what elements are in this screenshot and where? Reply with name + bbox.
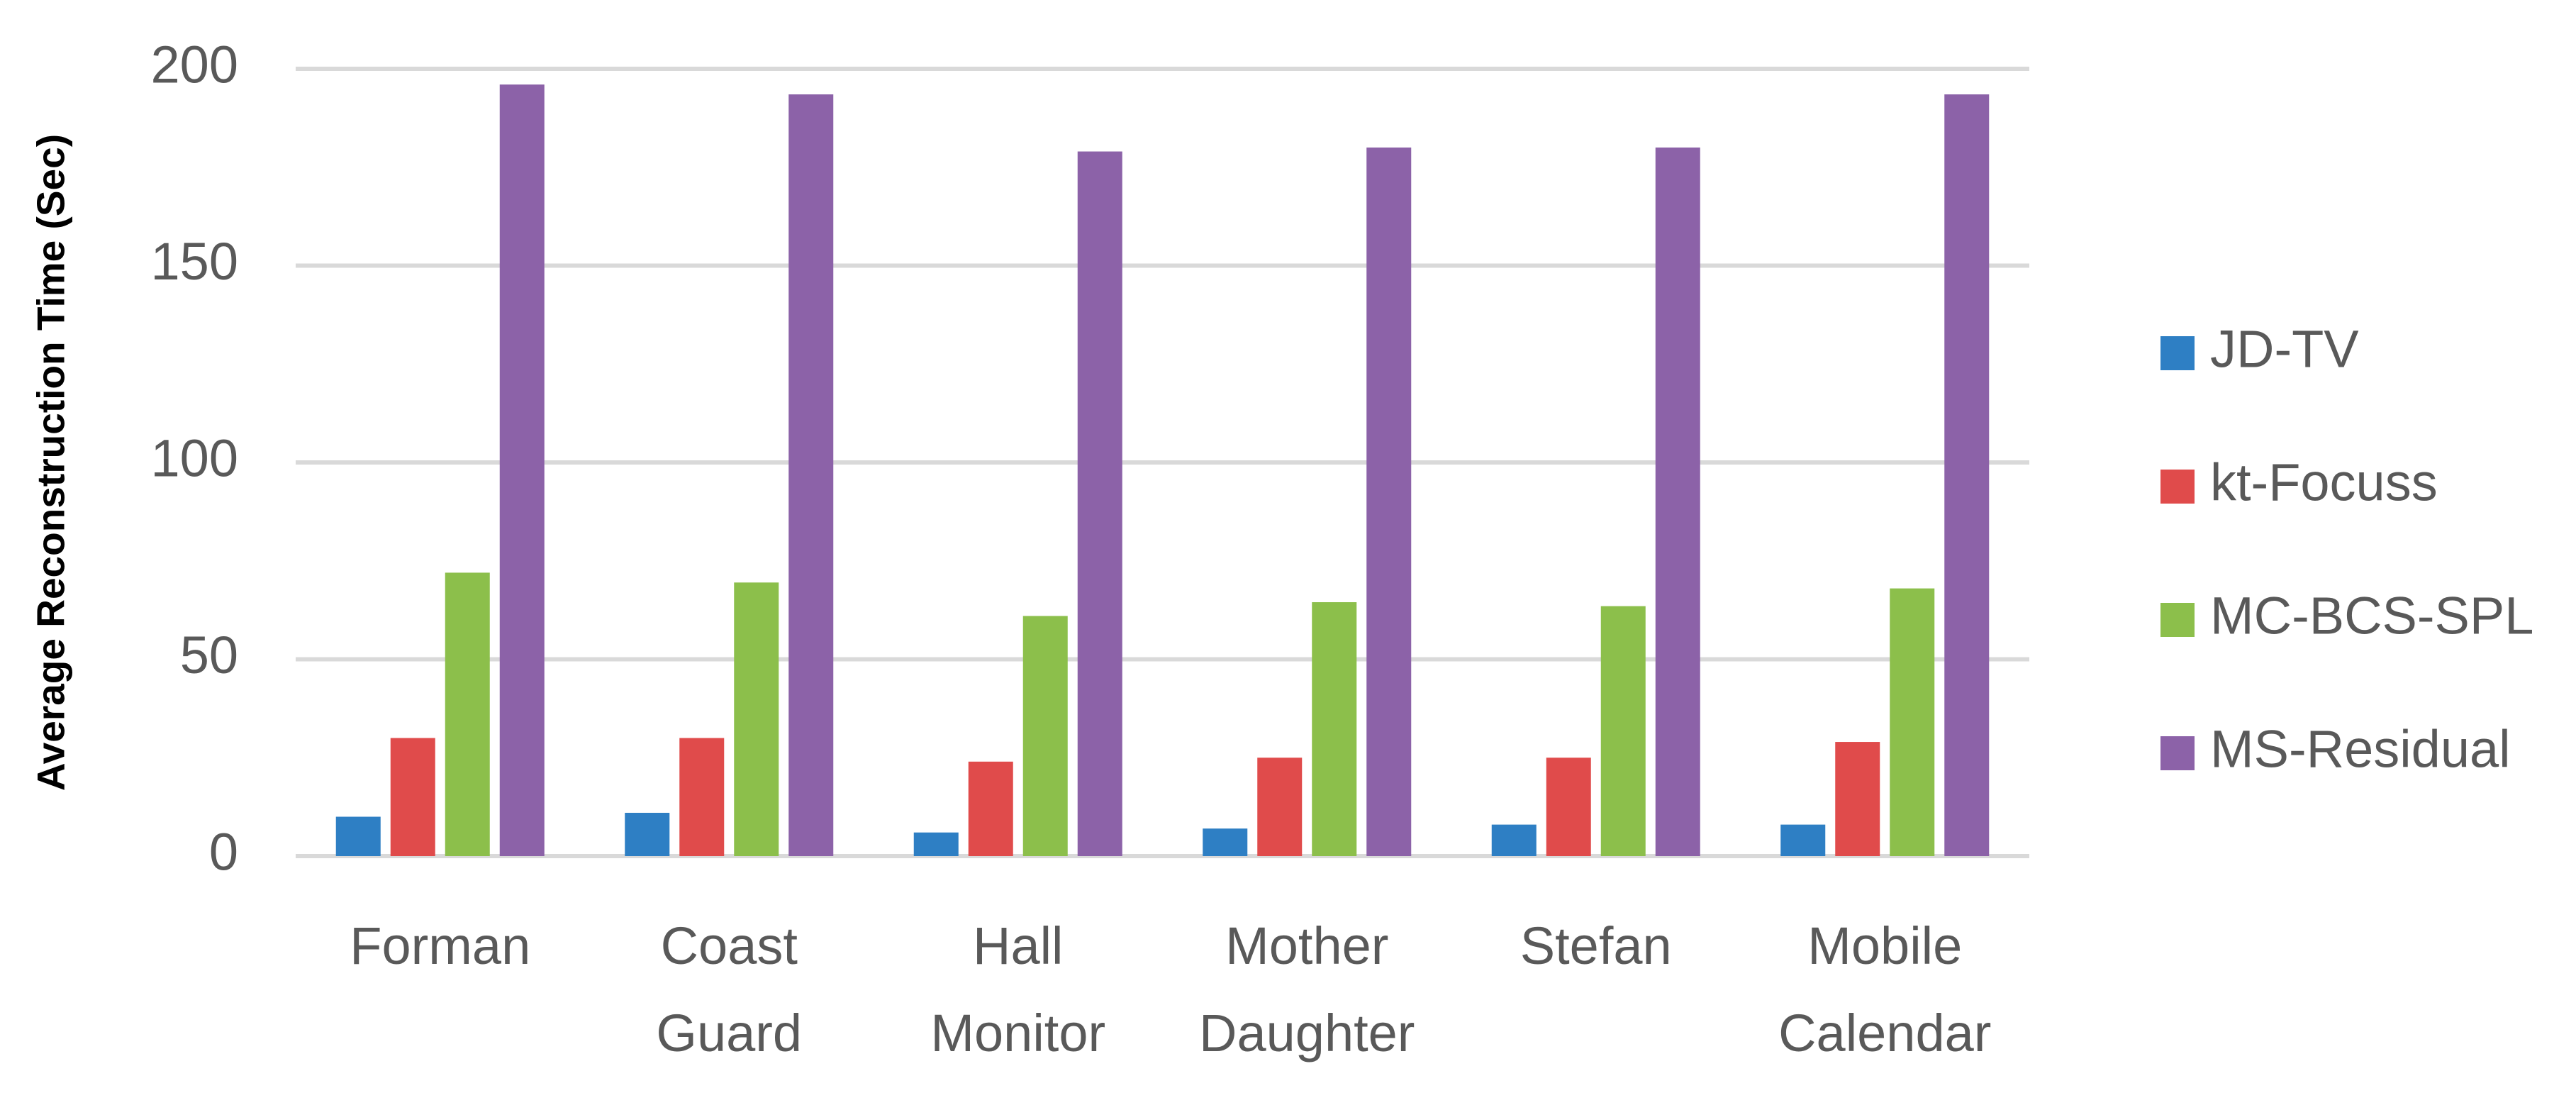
legend-label: kt-Focuss <box>2210 453 2438 512</box>
bar <box>1077 151 1122 857</box>
x-tick-label: Forman <box>350 916 530 975</box>
x-tick-label: Hall Monitor <box>930 916 1105 1063</box>
bar <box>625 812 670 856</box>
legend-swatch <box>2160 336 2195 370</box>
legend-label: MC-BCS-SPL <box>2210 587 2533 645</box>
bar <box>1257 758 1303 856</box>
bar <box>1491 824 1537 856</box>
y-tick-label: 200 <box>151 35 238 94</box>
bar <box>1655 148 1700 856</box>
x-tick-label: Mother Daughter <box>1199 916 1415 1063</box>
bar <box>1944 94 1990 857</box>
bar <box>445 572 490 856</box>
bar <box>1203 828 1248 856</box>
legend-swatch <box>2160 736 2195 770</box>
bar <box>499 84 545 857</box>
bar <box>968 761 1013 856</box>
x-tick-label: Stefan <box>1520 916 1672 975</box>
y-tick-label: 0 <box>209 823 238 882</box>
bar <box>1312 602 1357 856</box>
bar <box>1780 824 1826 856</box>
bar <box>734 582 779 856</box>
legend-label: MS-Residual <box>2210 720 2511 779</box>
bar <box>1890 588 1935 856</box>
bar <box>1546 758 1591 856</box>
bar <box>1835 742 1880 856</box>
x-tick-label: Coast Guard <box>656 916 802 1063</box>
bar <box>788 94 834 857</box>
bar <box>1022 616 1068 856</box>
y-axis-title: Average Reconstruction Time (Sec) <box>29 134 73 791</box>
y-tick-label: 100 <box>151 429 238 488</box>
bar <box>1600 606 1646 856</box>
bar <box>390 738 435 856</box>
legend-swatch <box>2160 470 2195 504</box>
bar <box>679 738 725 856</box>
legend-swatch <box>2160 603 2195 637</box>
y-tick-label: 150 <box>151 232 238 291</box>
legend-label: JD-TV <box>2210 320 2359 379</box>
y-tick-label: 50 <box>180 626 238 684</box>
bar <box>1366 148 1412 856</box>
x-tick-label: Mobile Calendar <box>1778 916 1991 1063</box>
bar <box>913 832 959 856</box>
bar <box>335 816 381 856</box>
